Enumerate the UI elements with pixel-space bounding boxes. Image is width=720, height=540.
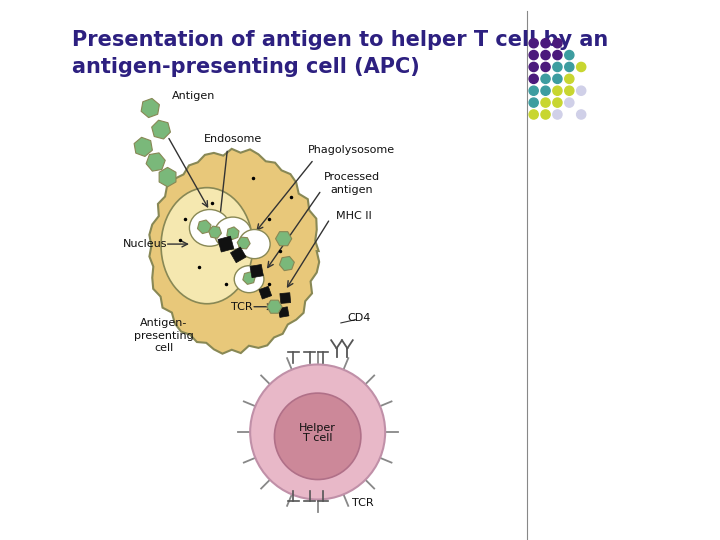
Polygon shape [267,300,282,313]
Circle shape [541,51,550,59]
Circle shape [541,86,550,95]
Text: Endosome: Endosome [204,134,262,144]
Circle shape [541,98,550,107]
Circle shape [564,86,574,95]
Circle shape [553,62,562,71]
Text: Presentation of antigen to helper T cell by an: Presentation of antigen to helper T cell… [72,30,608,50]
Text: Antigen-: Antigen- [140,318,187,328]
Polygon shape [276,232,292,246]
Text: Processed: Processed [323,172,379,182]
Circle shape [553,39,562,48]
Ellipse shape [239,230,270,259]
Circle shape [274,393,361,480]
Circle shape [529,86,539,95]
Circle shape [564,62,574,71]
Circle shape [553,74,562,83]
Circle shape [564,74,574,83]
Circle shape [577,86,586,95]
Circle shape [529,51,539,59]
Text: Nucleus: Nucleus [122,239,167,249]
Polygon shape [250,265,264,278]
Polygon shape [279,256,294,271]
Polygon shape [141,98,159,118]
Circle shape [529,74,539,83]
Circle shape [250,364,385,500]
Circle shape [529,62,539,71]
Ellipse shape [189,210,230,246]
Text: Antigen: Antigen [172,91,215,101]
Text: MHC II: MHC II [336,211,372,221]
Polygon shape [230,247,246,262]
Polygon shape [152,120,171,139]
Polygon shape [279,307,289,318]
Polygon shape [209,226,222,238]
Circle shape [553,51,562,59]
Circle shape [564,98,574,107]
Circle shape [577,110,586,119]
Text: cell: cell [154,343,174,353]
Circle shape [529,98,539,107]
Ellipse shape [161,187,253,303]
Polygon shape [227,227,239,240]
Text: antigen-presenting cell (APC): antigen-presenting cell (APC) [72,57,420,77]
Polygon shape [243,272,256,285]
Ellipse shape [234,266,264,293]
Polygon shape [149,149,319,354]
Circle shape [553,110,562,119]
Text: T cell: T cell [303,434,333,443]
Circle shape [541,74,550,83]
Circle shape [553,98,562,107]
Text: presenting: presenting [134,331,194,341]
Polygon shape [197,220,211,234]
Text: CD4: CD4 [348,313,371,322]
Circle shape [541,62,550,71]
Polygon shape [218,236,234,252]
Polygon shape [146,153,165,171]
Text: Helper: Helper [300,423,336,433]
Circle shape [564,51,574,59]
Text: TCR: TCR [231,302,253,312]
Text: antigen: antigen [330,185,373,195]
Polygon shape [237,237,250,249]
Circle shape [529,39,539,48]
Ellipse shape [215,217,251,249]
Circle shape [577,62,586,71]
Polygon shape [259,286,271,299]
Circle shape [529,110,539,119]
Polygon shape [280,293,291,303]
Circle shape [541,110,550,119]
Text: Phagolysosome: Phagolysosome [308,145,395,155]
Text: TCR: TCR [351,498,373,508]
Polygon shape [159,167,176,187]
Circle shape [553,86,562,95]
Circle shape [541,39,550,48]
Polygon shape [134,137,153,157]
